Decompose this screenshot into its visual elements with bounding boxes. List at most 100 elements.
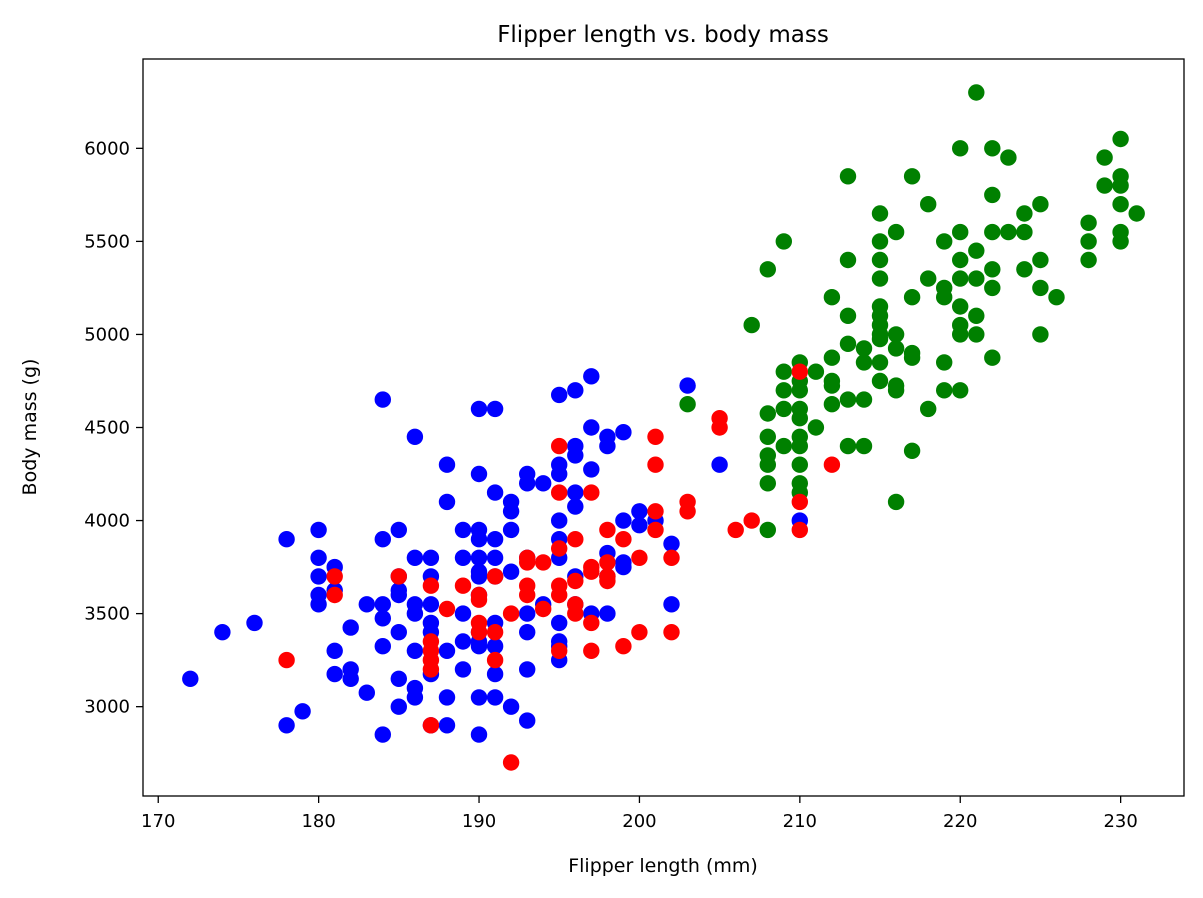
- data-point: [727, 521, 744, 539]
- y-tick-label: 5000: [84, 324, 130, 345]
- data-point: [839, 251, 857, 269]
- data-point: [1096, 177, 1113, 194]
- data-point: [182, 670, 199, 687]
- data-point: [551, 484, 568, 501]
- data-point: [1032, 279, 1049, 297]
- x-tick-label: 180: [301, 811, 335, 832]
- data-point: [631, 503, 648, 520]
- data-point: [326, 665, 343, 683]
- data-point: [486, 568, 504, 585]
- data-point: [1000, 223, 1017, 241]
- x-axis-label: Flipper length (mm): [568, 855, 758, 877]
- data-point: [1080, 233, 1097, 250]
- data-point: [1048, 289, 1065, 306]
- x-tick-label: 220: [943, 811, 977, 832]
- data-point: [470, 549, 488, 566]
- data-point: [374, 531, 391, 548]
- data-point: [631, 549, 648, 566]
- data-point: [1080, 214, 1097, 231]
- data-point: [791, 456, 808, 473]
- data-point: [903, 289, 921, 306]
- data-point: [486, 400, 504, 418]
- data-point: [438, 642, 456, 659]
- data-point: [294, 703, 311, 720]
- data-point: [647, 521, 664, 539]
- data-point: [952, 223, 969, 241]
- data-point: [406, 549, 424, 566]
- data-point: [871, 251, 889, 269]
- data-point: [920, 196, 937, 213]
- data-point: [551, 642, 568, 659]
- data-point: [759, 405, 776, 422]
- data-point: [791, 363, 808, 380]
- x-tick-label: 200: [622, 811, 656, 832]
- data-point: [278, 531, 295, 548]
- data-point: [839, 335, 857, 352]
- data-point: [438, 689, 456, 706]
- data-point: [743, 512, 760, 529]
- data-point: [1112, 233, 1129, 250]
- data-point: [454, 577, 472, 594]
- data-point: [663, 596, 680, 613]
- data-point: [486, 624, 504, 641]
- data-point: [1000, 149, 1017, 166]
- y-tick-label: 6000: [84, 138, 130, 159]
- data-point: [246, 614, 263, 632]
- data-point: [390, 624, 407, 641]
- data-point: [615, 424, 632, 441]
- data-point: [871, 205, 889, 222]
- data-point: [519, 624, 536, 641]
- data-point: [936, 289, 953, 306]
- data-point: [791, 493, 808, 511]
- data-point: [406, 428, 424, 445]
- y-tick-label: 4000: [84, 511, 130, 532]
- x-tick-label: 210: [783, 811, 817, 832]
- data-point: [470, 638, 488, 655]
- data-point: [422, 717, 440, 734]
- data-point: [984, 349, 1001, 366]
- data-point: [551, 540, 568, 557]
- x-axis: 170 180 190 200 210 220 230: [141, 796, 1138, 832]
- data-point: [791, 410, 808, 427]
- data-point: [903, 168, 921, 185]
- data-point: [823, 349, 841, 366]
- data-point: [679, 503, 696, 520]
- data-point: [936, 233, 953, 250]
- data-point: [855, 340, 873, 357]
- data-point: [968, 242, 985, 259]
- data-point: [374, 726, 391, 743]
- data-point: [759, 261, 776, 278]
- data-point: [406, 642, 424, 659]
- data-point: [502, 698, 520, 715]
- data-point: [952, 298, 969, 315]
- data-point: [567, 498, 584, 515]
- data-point: [326, 642, 343, 659]
- data-point: [711, 456, 728, 473]
- data-point: [374, 638, 391, 655]
- data-point: [470, 624, 488, 641]
- data-point: [1080, 251, 1097, 269]
- data-point: [342, 619, 359, 636]
- data-point: [984, 279, 1001, 297]
- data-point: [486, 549, 504, 566]
- data-point: [326, 586, 343, 604]
- data-point: [631, 517, 648, 534]
- data-point: [599, 521, 616, 539]
- data-point: [342, 670, 359, 687]
- data-point: [567, 531, 584, 548]
- data-point: [903, 442, 921, 459]
- data-point: [310, 549, 327, 566]
- data-point: [438, 600, 456, 618]
- x-tick-label: 190: [462, 811, 496, 832]
- y-tick-label: 3000: [84, 697, 130, 718]
- data-point: [887, 340, 905, 357]
- x-tick-label: 170: [141, 811, 175, 832]
- data-point: [583, 614, 600, 632]
- data-point: [839, 437, 857, 455]
- data-point: [1016, 223, 1033, 241]
- data-point: [871, 372, 889, 390]
- plot-frame: [142, 58, 1185, 797]
- data-point: [1016, 205, 1033, 222]
- data-point: [486, 651, 504, 669]
